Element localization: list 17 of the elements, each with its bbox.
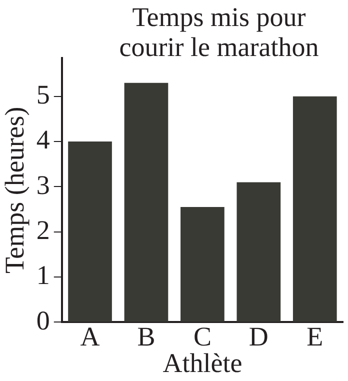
y-tick-label: 0	[36, 305, 50, 336]
bar	[292, 96, 337, 322]
bar	[124, 82, 168, 322]
bar	[180, 207, 224, 322]
x-tick-label: D	[248, 321, 268, 352]
y-tick-label: 5	[36, 79, 50, 110]
chart-title: Temps mis pour courir le marathon	[118, 2, 320, 62]
y-tick-label: 3	[36, 170, 50, 200]
y-tick-label: 1	[36, 260, 50, 290]
y-axis-title: Temps (heures)	[0, 106, 30, 274]
y-tick-label: 2	[36, 214, 50, 245]
x-tick-label: E	[306, 321, 324, 352]
y-tick-label: 4	[36, 124, 50, 155]
bar	[68, 142, 112, 322]
bar	[236, 182, 281, 322]
x-tick-label: B	[137, 321, 156, 352]
x-tick-label: A	[80, 321, 100, 352]
